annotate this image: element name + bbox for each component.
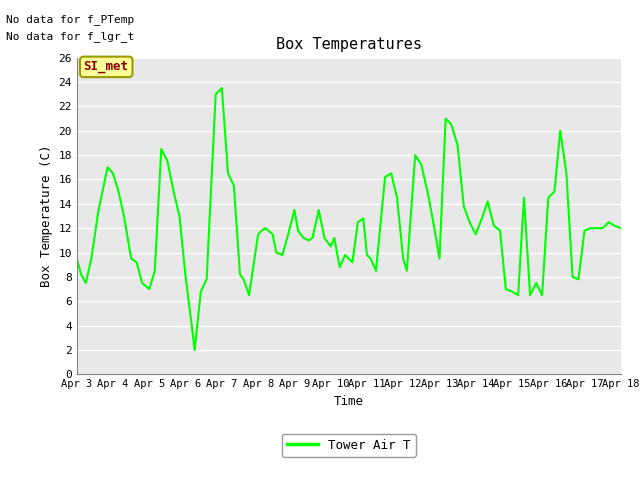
- Title: Box Temperatures: Box Temperatures: [276, 37, 422, 52]
- Y-axis label: Box Temperature (C): Box Temperature (C): [40, 145, 53, 287]
- X-axis label: Time: Time: [334, 395, 364, 408]
- Text: No data for f_PTemp: No data for f_PTemp: [6, 13, 134, 24]
- Text: No data for f_lgr_t: No data for f_lgr_t: [6, 31, 134, 42]
- Text: SI_met: SI_met: [84, 60, 129, 73]
- Legend: Tower Air T: Tower Air T: [282, 434, 415, 457]
